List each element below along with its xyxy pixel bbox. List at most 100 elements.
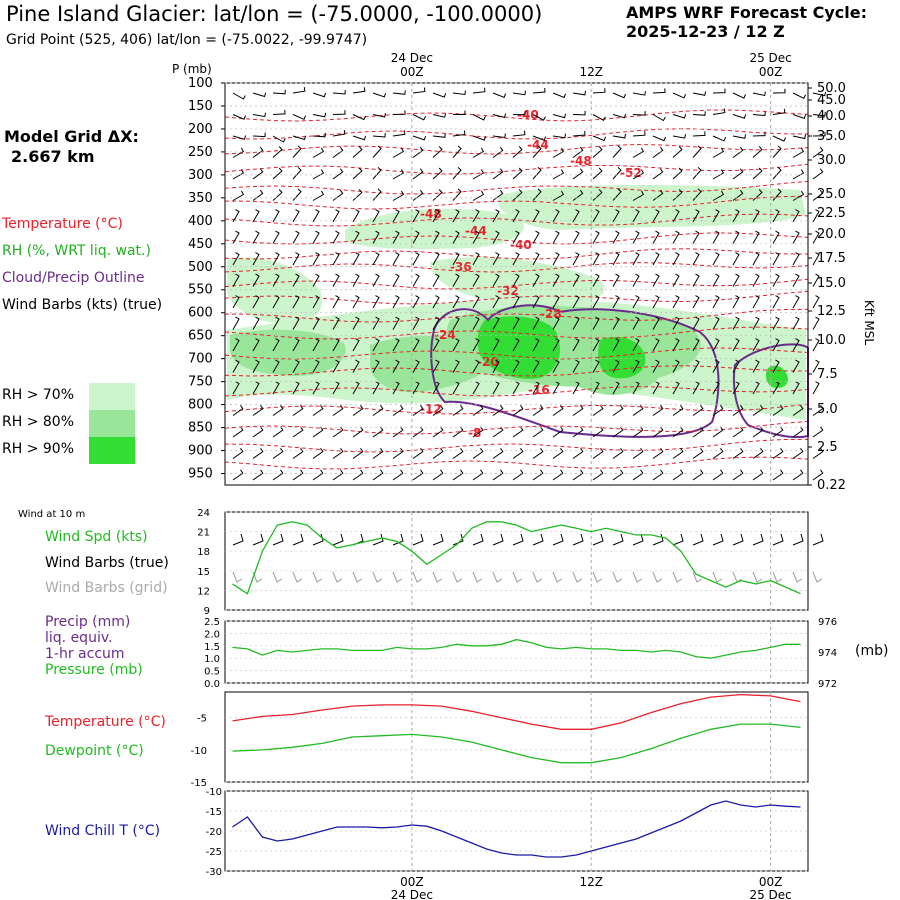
wind-barb <box>712 295 720 309</box>
rh80-label: RH > 80% <box>2 414 75 430</box>
top-date-label-2: 25 Dec <box>749 51 791 65</box>
wind-barb <box>672 405 684 416</box>
wind-barb <box>692 316 700 330</box>
wind-barb <box>452 405 464 416</box>
wind-barb <box>292 145 302 158</box>
wind-barb <box>352 146 363 158</box>
wind-barb <box>312 338 320 352</box>
wind-barb <box>392 359 400 373</box>
wind-barb <box>772 295 780 309</box>
wind-barb <box>372 252 380 266</box>
wind-barb <box>632 448 644 459</box>
wind-barb <box>412 338 420 352</box>
barb-true <box>392 533 404 546</box>
wind-barb <box>552 113 567 119</box>
wind-barb <box>272 426 284 438</box>
cloud-outline-main <box>430 304 720 438</box>
wind-barb <box>392 426 404 438</box>
wind-barb <box>392 110 406 115</box>
wind-barb <box>772 252 780 266</box>
top-time-label-1: 12Z <box>579 65 603 79</box>
barb-true <box>372 533 384 546</box>
wind-barb <box>432 167 443 180</box>
wind-barb <box>632 316 640 330</box>
wind-barb <box>792 295 800 309</box>
wind-barb <box>812 448 824 459</box>
wind-barb <box>412 448 424 459</box>
wind-barb <box>692 273 700 287</box>
p-tick-label-300: 300 <box>188 168 213 183</box>
precip-legend-3: 1-hr accum <box>45 646 125 662</box>
wind-barb <box>392 252 400 266</box>
barb-true <box>632 533 644 546</box>
wind-barb <box>332 469 344 481</box>
temp-ytick-2: -15 <box>191 778 207 789</box>
wind-barb <box>292 405 304 416</box>
wind-barb <box>632 381 640 395</box>
wind-barb <box>352 381 360 395</box>
wind-barb <box>452 359 460 373</box>
wind-barb <box>812 146 824 158</box>
wind-barb <box>312 132 326 138</box>
wind-barb <box>772 167 782 180</box>
wind-barb <box>732 295 740 309</box>
wind-barb <box>812 295 820 309</box>
wind-ytick-0: 24 <box>197 508 210 519</box>
wind-barb <box>772 135 787 142</box>
wind-barb <box>512 252 520 266</box>
wind-barb <box>672 92 687 99</box>
isotherm-3 <box>224 163 809 175</box>
wind-barb <box>812 168 824 180</box>
wind-barb <box>392 381 400 395</box>
wind-barb <box>652 448 664 459</box>
wind-barb <box>372 230 380 244</box>
wind-barb <box>292 114 307 121</box>
wind-barb <box>392 469 404 481</box>
wind-barb <box>732 230 740 244</box>
wind-barb <box>292 87 306 94</box>
wind-barb <box>472 381 480 395</box>
wind-barb <box>492 316 500 330</box>
wind-barb <box>332 381 340 395</box>
wind-barb <box>592 405 604 416</box>
wind-barb <box>492 133 506 139</box>
wind-barb <box>632 426 644 438</box>
wind-barb <box>772 338 780 352</box>
wind-barb <box>232 147 245 158</box>
wind-barb <box>432 92 447 98</box>
wind-barb <box>612 167 622 180</box>
wind-barb <box>632 111 646 116</box>
wind-barb <box>592 114 606 121</box>
wind-barb <box>492 230 500 244</box>
barb-grid <box>652 571 663 583</box>
wind-barb <box>252 168 264 180</box>
wind-barb <box>552 92 567 99</box>
wind-barb <box>312 469 324 481</box>
wind-barb <box>512 110 526 116</box>
wind-barb <box>652 359 660 373</box>
wind-barb <box>572 295 580 309</box>
rh80-swatch <box>89 410 135 437</box>
p-tick-label-250: 250 <box>188 145 213 160</box>
wind-barb <box>332 426 344 438</box>
isotherm-17 <box>224 403 809 415</box>
wind-barb <box>712 169 725 180</box>
p-tick-label-450: 450 <box>188 237 213 252</box>
wind-barb <box>292 469 304 481</box>
wind-barb <box>812 316 820 330</box>
wind-barb <box>732 134 747 139</box>
wind-barb <box>632 147 645 158</box>
wind-barb <box>652 252 660 266</box>
wind-barb <box>352 209 360 223</box>
wind-barb <box>592 167 603 180</box>
wind-barb <box>592 469 604 481</box>
wind-barb <box>812 209 820 223</box>
isotherm-20 <box>224 456 809 470</box>
pressure-ytick-1: 974 <box>818 648 837 659</box>
wind-barb <box>352 135 367 141</box>
wind-barb <box>672 146 683 158</box>
wind-barb <box>252 338 260 352</box>
wind-barb <box>652 405 664 416</box>
rh-region-3 <box>430 257 605 307</box>
wind-ytick-3: 15 <box>197 567 210 578</box>
